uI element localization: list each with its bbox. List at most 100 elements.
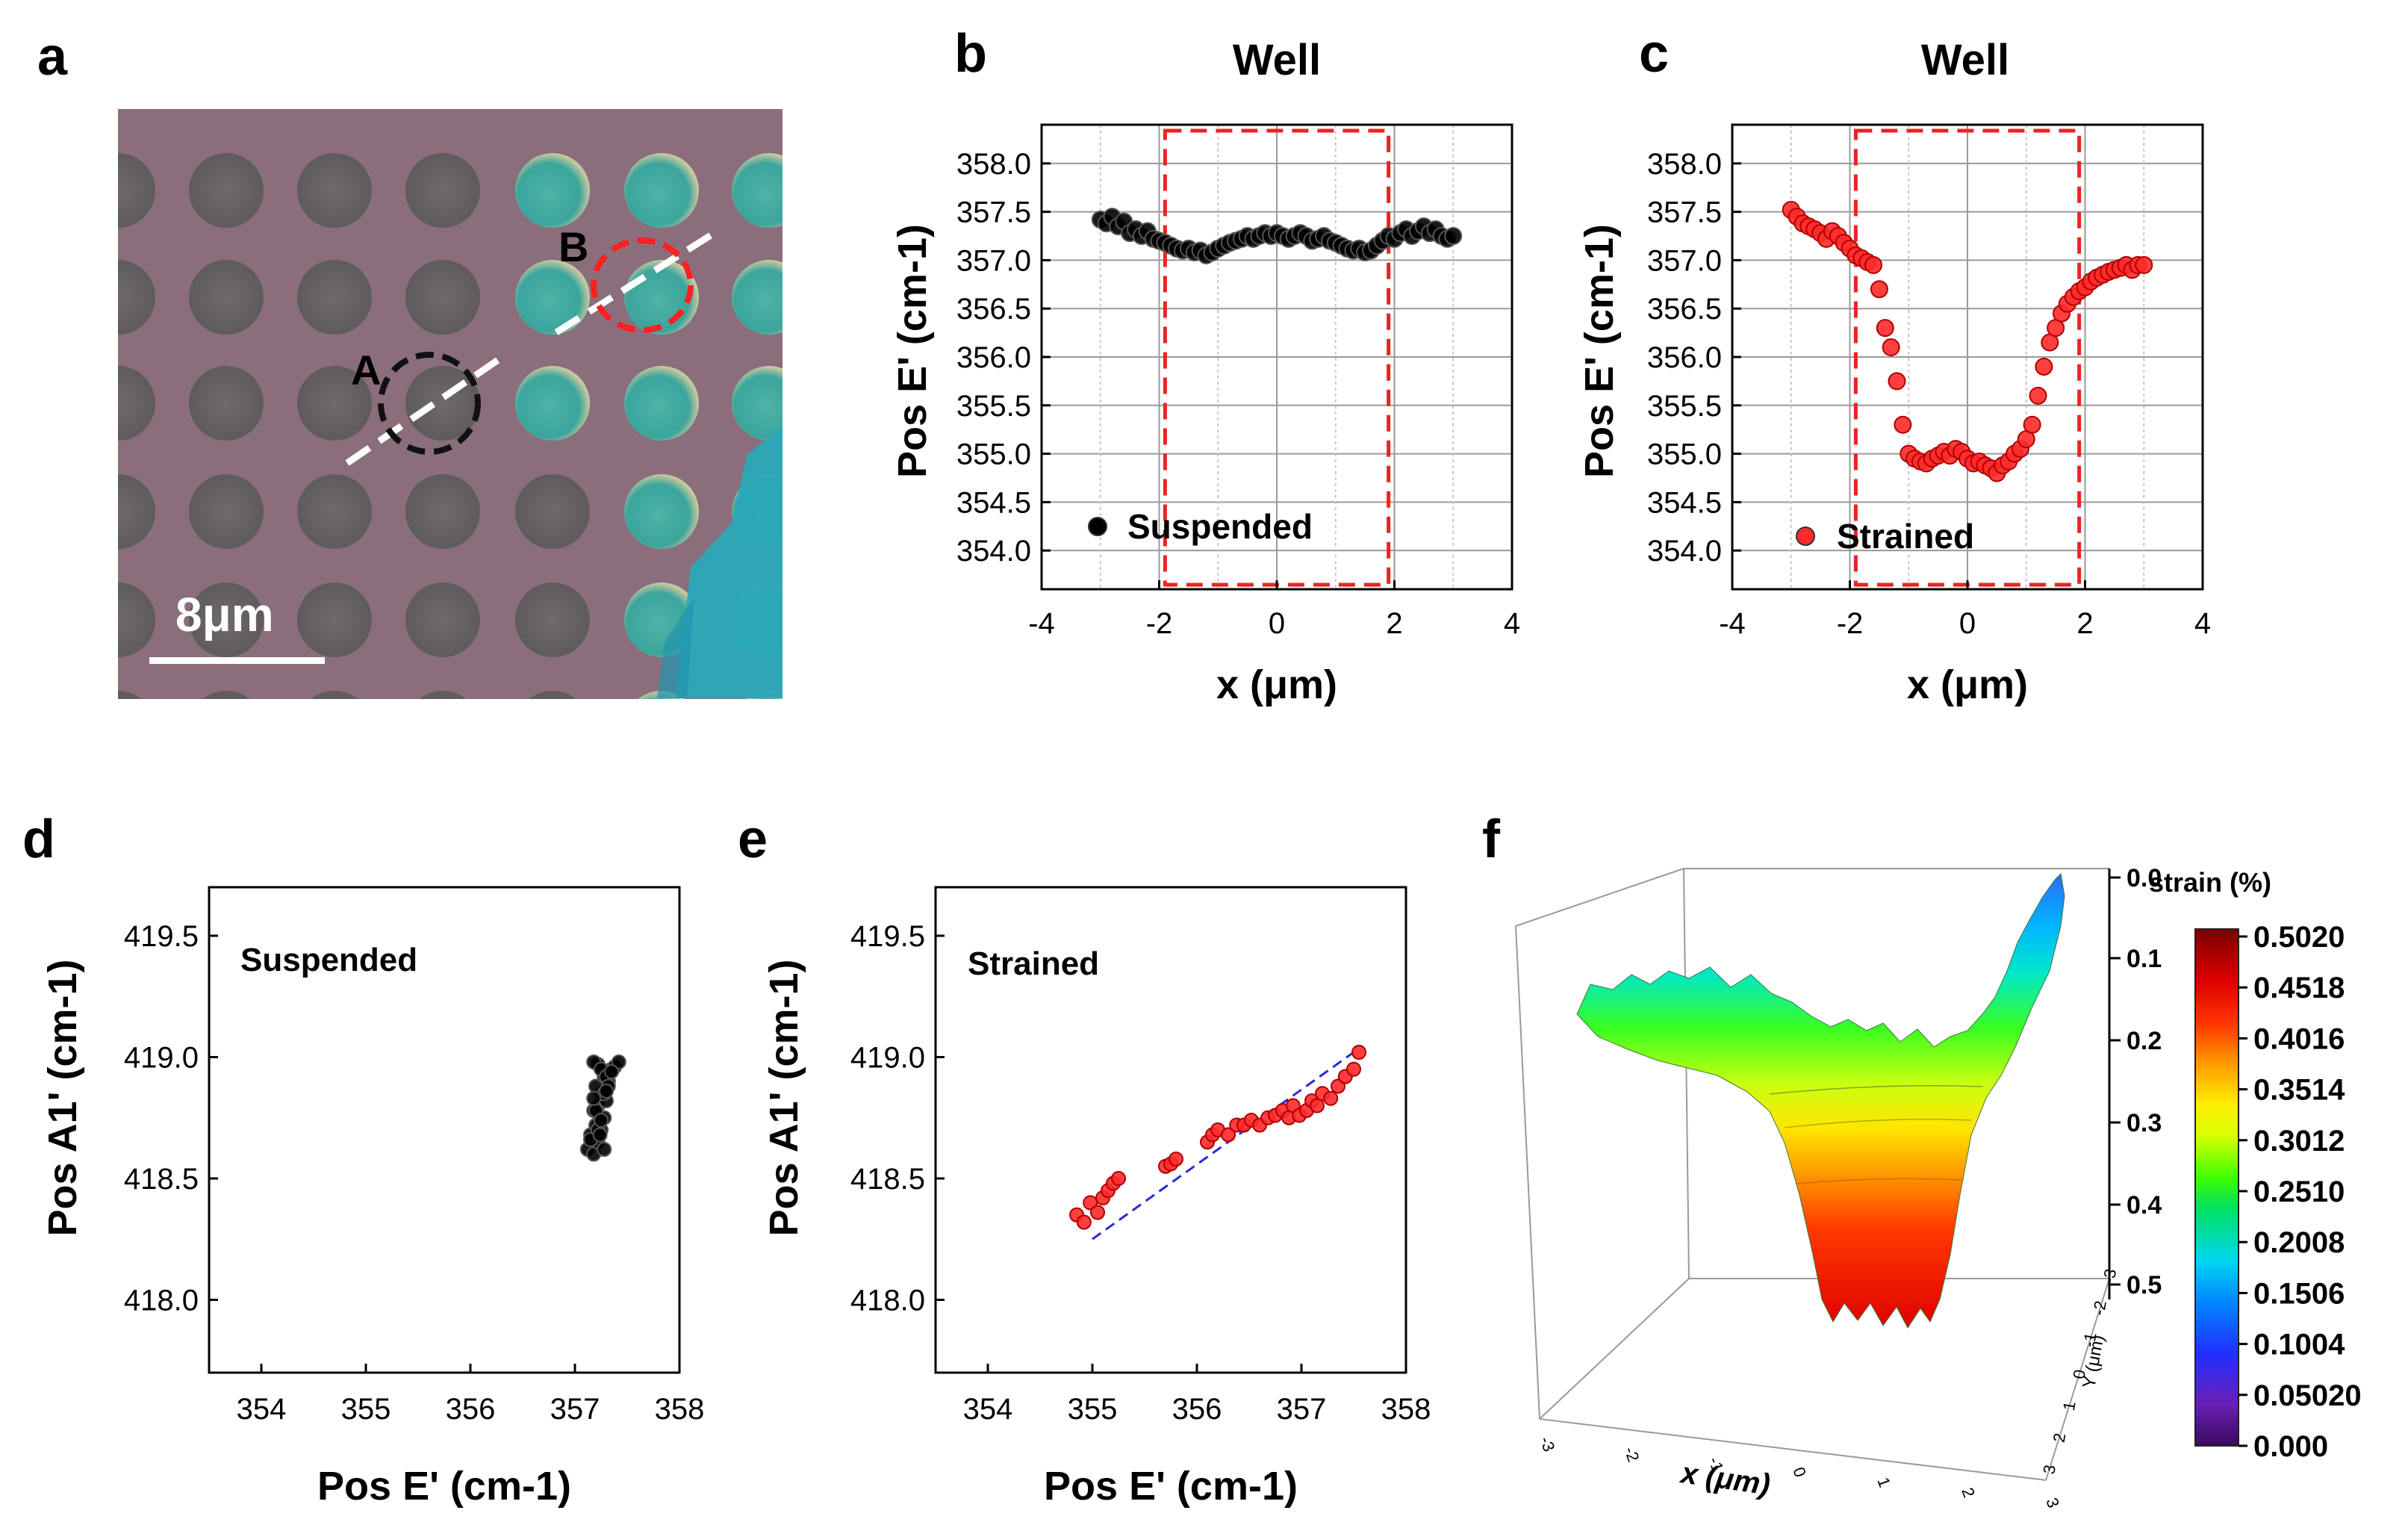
box-frame [1515,868,2110,1481]
data-point [1864,255,1882,274]
data-point [611,1054,626,1069]
hole [118,474,155,549]
x-axis-label: Pos E' (cm-1) [1044,1464,1298,1509]
flake-region [676,426,783,698]
y-tick-label: 357.5 [1647,196,1722,229]
y-tick-label: 356.0 [956,341,1031,374]
colorbar-tick-label: 0.5020 [2253,921,2345,954]
x-tick-label: 2 [1386,607,1402,640]
x-tick-label-3d: -3 [1536,1434,1558,1454]
y-axis-label: Pos E' (cm-1) [1577,224,1622,478]
hole [732,260,783,335]
z-tick-label: 0.1 [2127,945,2162,973]
x-tick-label: 4 [1504,607,1520,640]
z-tick-label: 0.2 [2127,1027,2162,1055]
y-tick-label: 354.0 [956,535,1031,568]
y-tick-label: 354.5 [1647,486,1722,519]
x-tick-label: 355 [341,1393,391,1426]
z-tick-label: 0.0 [2127,864,2162,892]
y-tick-label: 356.0 [1647,341,1722,374]
data-point [1090,1205,1105,1220]
panel-letter-d: d [22,810,55,869]
colorbar-tick-label: 0.05020 [2253,1379,2362,1412]
hole [405,474,480,549]
data-point [2135,255,2153,274]
chart-b: b Well 354.0 354.5 355.0 355.5 356.0 356.5 357.0… [890,24,1520,707]
hole [297,260,372,335]
y-tick-label-3d: -2 [2089,1299,2110,1317]
y-tick-label-3d: 0 [2069,1368,2089,1380]
y-tick-label: 356.5 [1647,293,1722,326]
x-tick-label: 358 [1381,1393,1431,1426]
colorbar-gradient [2194,928,2239,1447]
data-point [1221,1127,1236,1143]
data-point [1111,1171,1126,1186]
x-tick-label: 354 [237,1393,287,1426]
y-tick-label: 356.5 [956,293,1031,326]
data-point [2029,386,2047,405]
data-point [594,1113,609,1128]
hole [624,474,699,549]
hole [118,691,142,699]
y-tick-label: 419.5 [124,920,199,953]
optical-micrograph: A B 8μm [118,109,783,699]
y-tick-label: 357.5 [956,196,1031,229]
x-tick-label: -4 [1719,607,1746,640]
panel-letter-b: b [954,24,987,84]
data-point [604,1064,619,1079]
colorbar-tick-label: 0.000 [2253,1430,2328,1463]
contour-line [1784,1119,1972,1128]
x-tick-label: 4 [2194,607,2211,640]
hole [529,691,576,699]
x-tick-label: 0 [1959,607,1976,640]
z-tick-label: 0.3 [2127,1109,2162,1137]
chart-title: Well [1233,36,1321,84]
hole [297,153,372,228]
fit-line [1092,1051,1354,1240]
y-tick-label: 354.5 [956,486,1031,519]
x-tick-label: -2 [1837,607,1864,640]
x-tick-label: 355 [1068,1393,1118,1426]
legend-label: Suspended [1127,507,1313,546]
y-tick-label: 419.0 [850,1042,925,1075]
panel-letter-a: a [37,27,68,87]
hole [732,153,783,228]
data-point [1346,1061,1361,1077]
hole [297,583,372,657]
hole [624,153,699,228]
hole [189,474,264,549]
data-point [1076,1214,1092,1230]
colorbar: strain (%) 0.5020 0.4518 0.4016 0.3514 0.301… [2149,867,2362,1463]
y-tick-label-3d: 2 [2050,1432,2070,1444]
line-profile-a [345,355,503,466]
data-point [599,1084,614,1099]
hole [189,260,264,335]
marker-label-b: B [559,223,588,270]
x-tick-label: 356 [1172,1393,1222,1426]
hole [745,691,783,699]
y-tick-label-3d: 1 [2059,1400,2079,1411]
legend-marker [1088,517,1107,536]
x-axis-label: Pos E' (cm-1) [317,1464,571,1509]
surface-mesh [1576,872,2065,1329]
hole [732,366,783,441]
y-tick-label: 419.5 [850,920,925,953]
x-tick-label-3d: 1 [1873,1475,1894,1490]
hole [515,474,590,549]
x-tick-label-3d: 3 [2042,1495,2063,1510]
flake-edge [657,597,694,698]
data-point [1083,1195,1098,1211]
hole [297,474,372,549]
x-axis-label: x (μm) [1216,662,1337,707]
y-tick-label: 357.0 [956,244,1031,277]
z-axis-ticks: 0.0 0.1 0.2 0.3 0.4 0.5 [2109,864,2162,1299]
x-axis-label: x (μm) [1907,662,2028,707]
hole [189,366,264,441]
y-tick-label-3d: -1 [2079,1331,2100,1349]
hole [118,366,155,441]
hole [118,260,155,335]
data-point [1331,1078,1345,1094]
data-point [1169,1152,1183,1167]
x-tick-label: 0 [1269,607,1285,640]
colorbar-title: strain (%) [2149,867,2271,898]
